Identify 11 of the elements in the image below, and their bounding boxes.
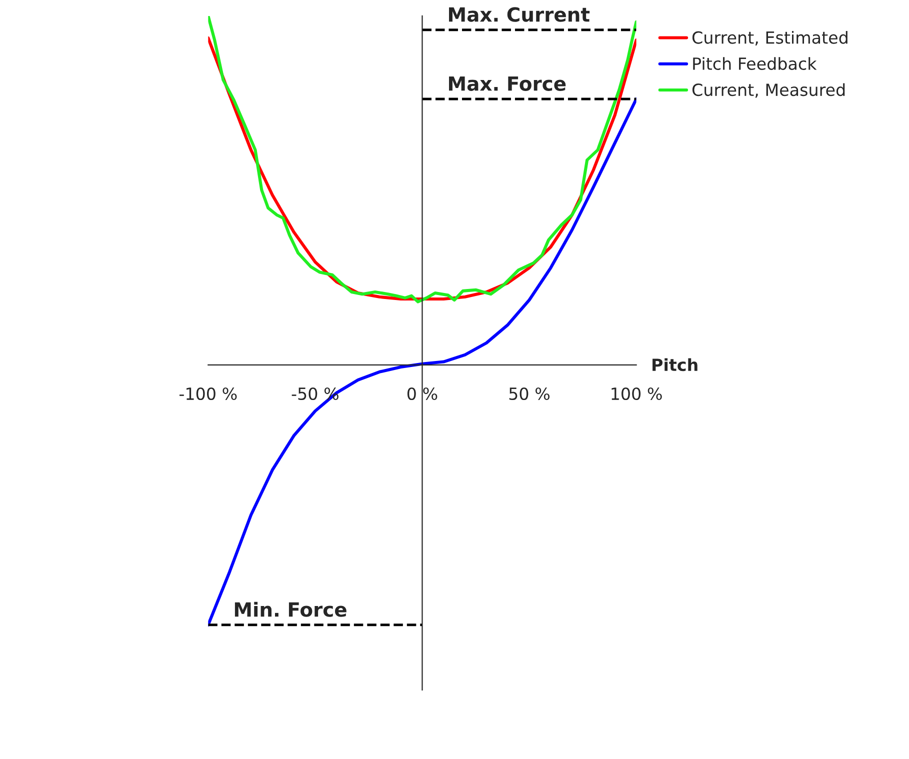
x-tick-label: 50 % xyxy=(509,387,550,400)
series-label: Max. Force xyxy=(449,76,566,91)
legend-label: Current, Estimated xyxy=(692,30,848,46)
series-label: Min. Force xyxy=(234,602,346,617)
legend-label: Current, Measured xyxy=(692,83,845,98)
x-tick-label: -100 % xyxy=(179,387,237,400)
legend-label: Pitch Feedback xyxy=(693,57,817,70)
x-axis-title: Pitch xyxy=(652,358,698,372)
x-tick-label: 100 % xyxy=(612,387,662,400)
series-label: Max. Current xyxy=(449,7,590,22)
x-tick-label: 0 % xyxy=(407,387,438,400)
